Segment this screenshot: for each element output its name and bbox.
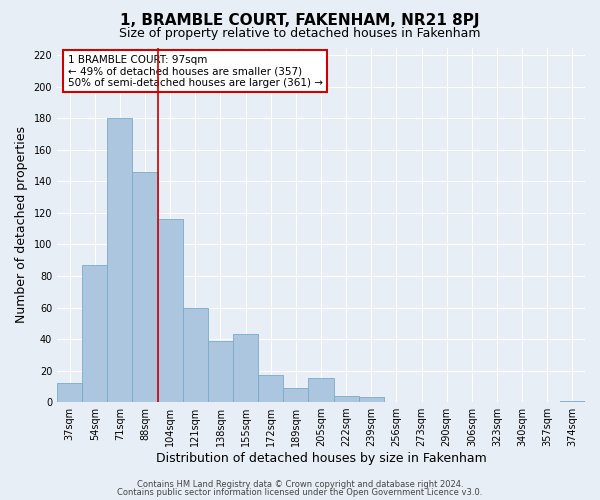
Bar bbox=[183, 308, 208, 402]
Text: 1, BRAMBLE COURT, FAKENHAM, NR21 8PJ: 1, BRAMBLE COURT, FAKENHAM, NR21 8PJ bbox=[120, 12, 480, 28]
Y-axis label: Number of detached properties: Number of detached properties bbox=[15, 126, 28, 324]
Bar bbox=[359, 398, 384, 402]
Bar bbox=[107, 118, 133, 402]
Bar bbox=[158, 220, 183, 402]
Bar bbox=[57, 383, 82, 402]
Bar bbox=[308, 378, 334, 402]
Bar bbox=[560, 400, 585, 402]
Bar bbox=[82, 265, 107, 402]
X-axis label: Distribution of detached houses by size in Fakenham: Distribution of detached houses by size … bbox=[155, 452, 487, 465]
Bar bbox=[133, 172, 158, 402]
Text: Contains public sector information licensed under the Open Government Licence v3: Contains public sector information licen… bbox=[118, 488, 482, 497]
Text: Contains HM Land Registry data © Crown copyright and database right 2024.: Contains HM Land Registry data © Crown c… bbox=[137, 480, 463, 489]
Bar bbox=[283, 388, 308, 402]
Text: Size of property relative to detached houses in Fakenham: Size of property relative to detached ho… bbox=[119, 28, 481, 40]
Bar bbox=[258, 376, 283, 402]
Bar bbox=[334, 396, 359, 402]
Text: 1 BRAMBLE COURT: 97sqm
← 49% of detached houses are smaller (357)
50% of semi-de: 1 BRAMBLE COURT: 97sqm ← 49% of detached… bbox=[68, 54, 323, 88]
Bar bbox=[208, 340, 233, 402]
Bar bbox=[233, 334, 258, 402]
